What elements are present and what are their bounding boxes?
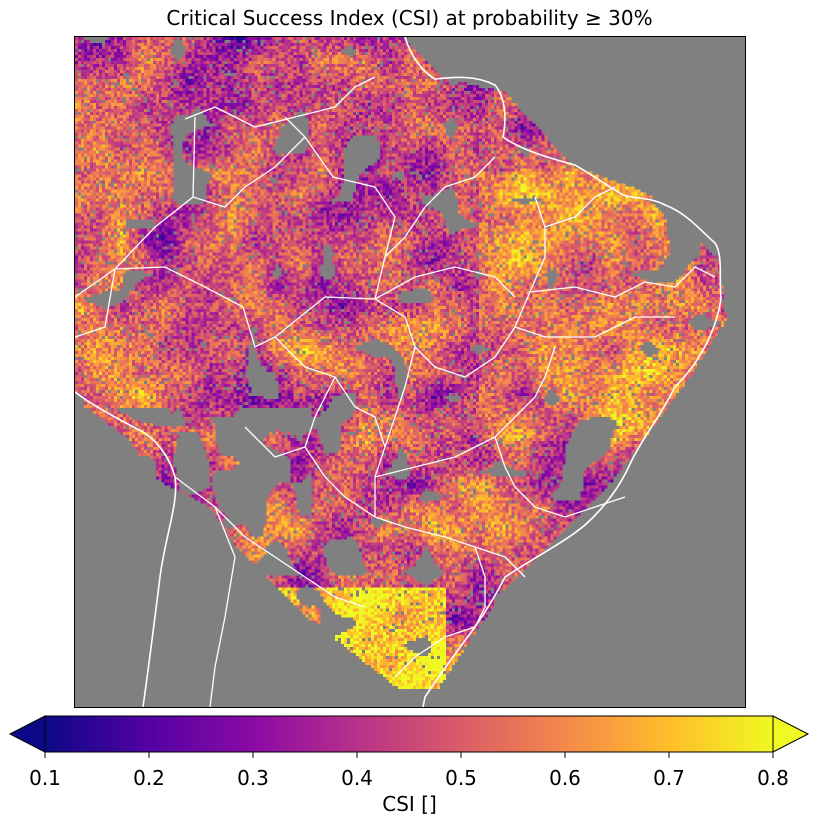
colorbar-tick-label: 0.8 xyxy=(757,766,789,790)
colorbar-tick-label: 0.6 xyxy=(549,766,581,790)
colorbar-tick-label: 0.4 xyxy=(341,766,373,790)
colorbar-label: CSI [] xyxy=(382,792,437,816)
colorbar-tick-label: 0.3 xyxy=(237,766,269,790)
coastline xyxy=(75,37,722,707)
colorbar-tick-label: 0.2 xyxy=(133,766,165,790)
international-border xyxy=(75,268,366,707)
colorbar-extend-low xyxy=(8,715,46,753)
colorbar-tick-label: 0.5 xyxy=(445,766,477,790)
map-title: Critical Success Index (CSI) at probabil… xyxy=(166,6,653,30)
state-borders xyxy=(114,76,716,678)
political-borders xyxy=(75,37,722,707)
map-panel xyxy=(74,36,746,708)
colorbar-extend-high xyxy=(772,715,810,753)
colorbar-gradient xyxy=(44,715,774,753)
colorbar-tick-label: 0.1 xyxy=(29,766,61,790)
colorbar xyxy=(8,715,810,758)
csi-raster xyxy=(75,37,745,707)
colorbar-tick-label: 0.7 xyxy=(653,766,685,790)
